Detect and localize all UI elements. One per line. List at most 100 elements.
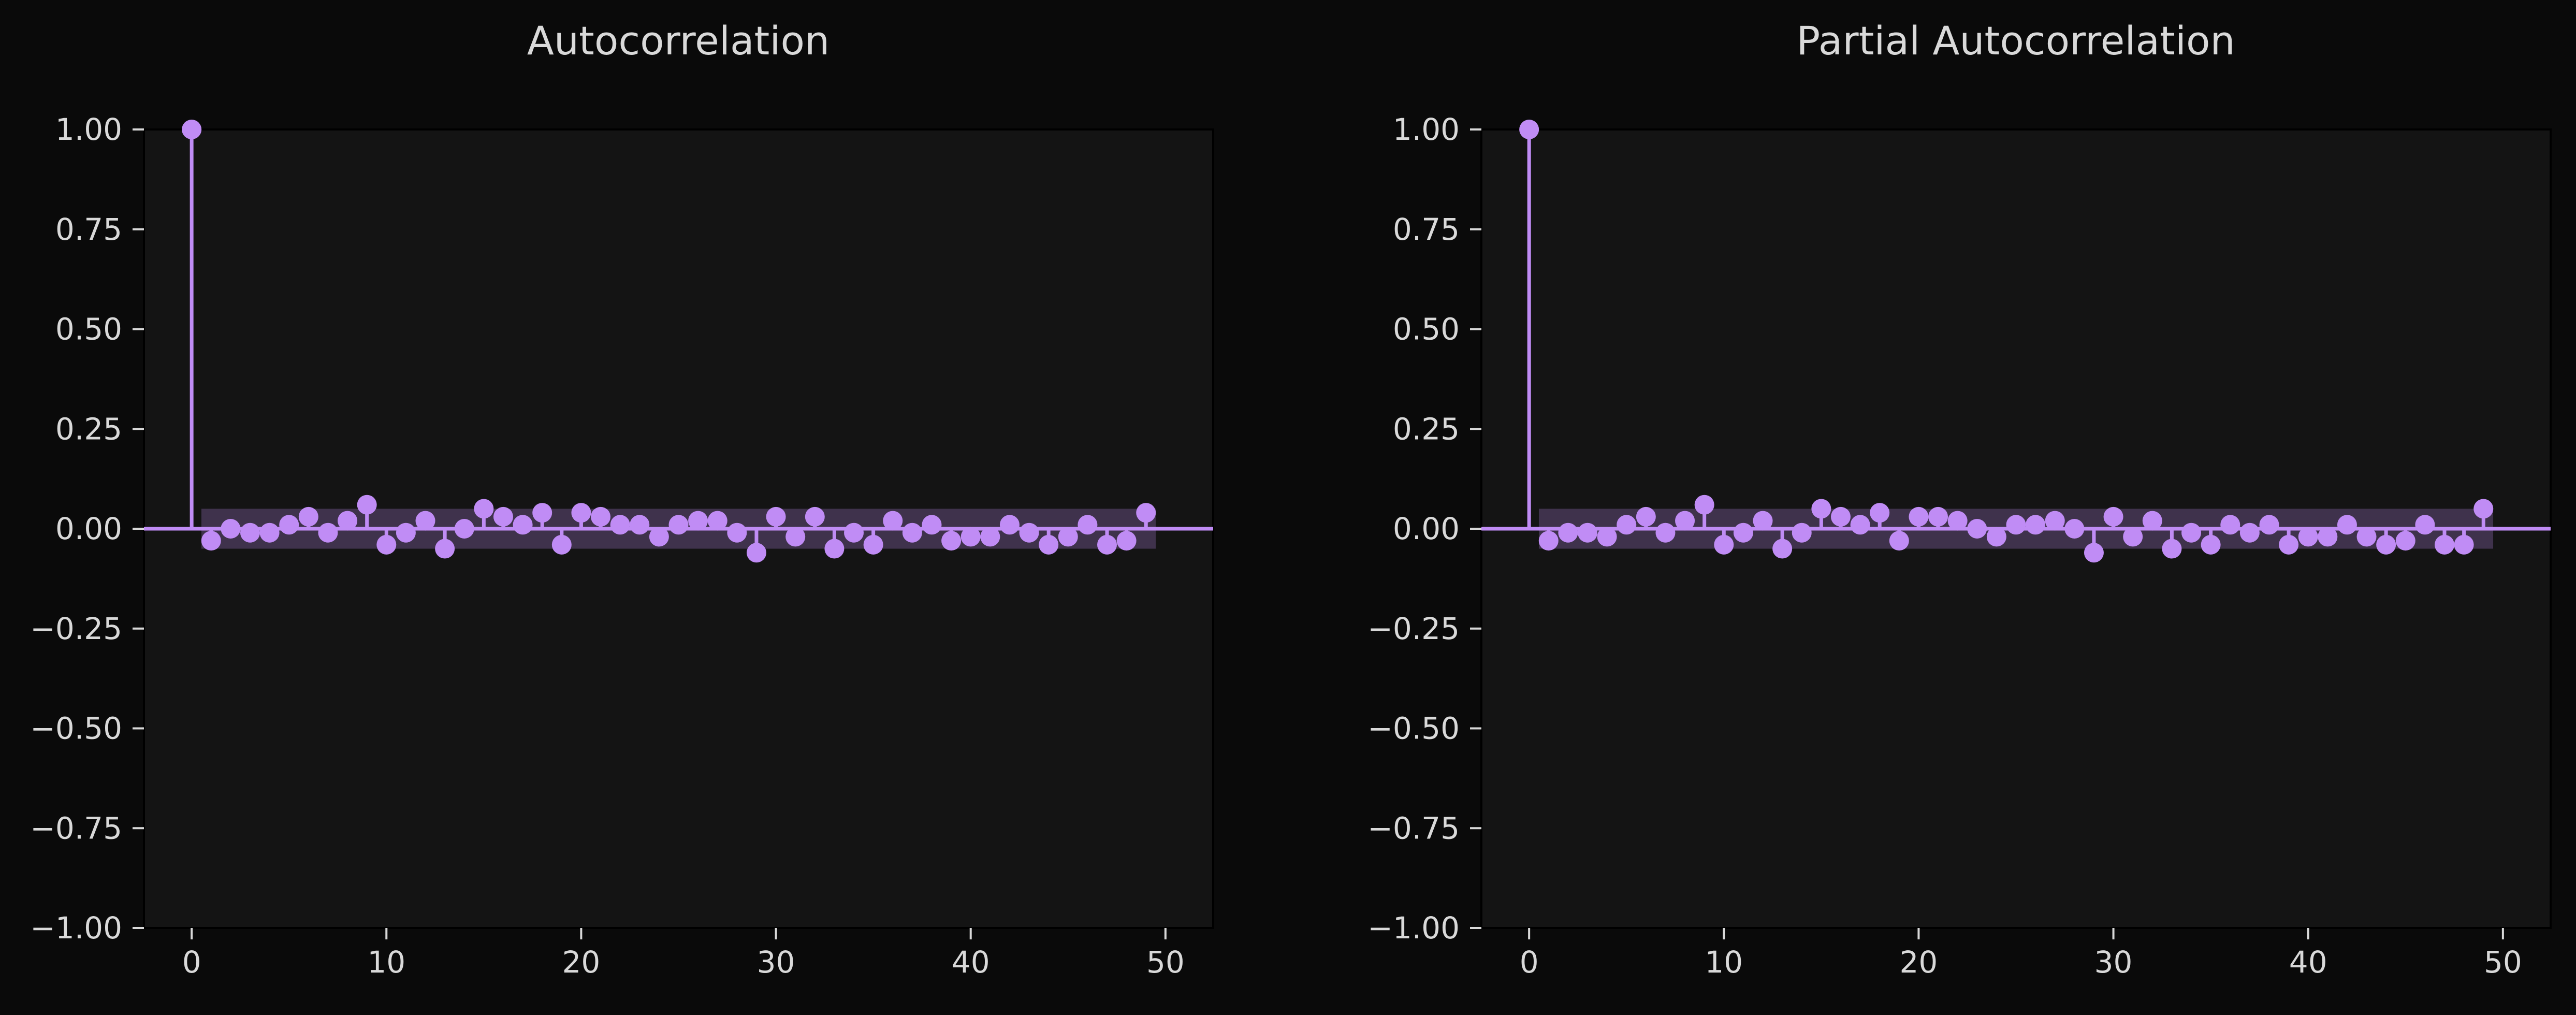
acf-ytick-label: −0.50 bbox=[30, 711, 122, 746]
acf-marker-lag-9 bbox=[357, 495, 377, 515]
pacf-marker-lag-26 bbox=[2026, 515, 2046, 535]
pacf-marker-lag-21 bbox=[1928, 506, 1948, 527]
acf-marker-lag-24 bbox=[649, 527, 669, 547]
pacf-ytick-label: 0.25 bbox=[1393, 411, 1460, 446]
acf-y-axis: 1.00 0.75 0.50 0.25 0.00 −0.25 −0.50 −0.75 −1.00 bbox=[30, 112, 144, 946]
pacf-marker-lag-48 bbox=[2454, 534, 2474, 555]
acf-marker-lag-11 bbox=[396, 523, 416, 543]
pacf-ytick-label: 0.75 bbox=[1393, 212, 1460, 247]
pacf-xtick-label: 40 bbox=[2289, 945, 2327, 980]
acf-ytick-label: −0.25 bbox=[30, 611, 122, 646]
pacf-marker-lag-37 bbox=[2239, 523, 2260, 543]
acf-marker-lag-15 bbox=[474, 499, 494, 519]
pacf-marker-lag-32 bbox=[2142, 511, 2162, 531]
acf-marker-lag-37 bbox=[902, 523, 922, 543]
pacf-marker-lag-36 bbox=[2220, 515, 2240, 535]
acf-marker-lag-46 bbox=[1078, 515, 1098, 535]
pacf-marker-lag-39 bbox=[2279, 534, 2299, 555]
acf-marker-lag-33 bbox=[824, 539, 845, 559]
acf-marker-lag-3 bbox=[240, 523, 260, 543]
pacf-marker-lag-12 bbox=[1753, 511, 1773, 531]
pacf-marker-lag-20 bbox=[1909, 506, 1929, 527]
pacf-marker-lag-22 bbox=[1947, 511, 1968, 531]
pacf-marker-lag-13 bbox=[1772, 539, 1793, 559]
acf-marker-lag-32 bbox=[805, 506, 825, 527]
pacf-marker-lag-5 bbox=[1617, 515, 1637, 535]
pacf-marker-lag-1 bbox=[1538, 531, 1559, 551]
acf-marker-lag-20 bbox=[571, 503, 591, 523]
pacf-marker-lag-25 bbox=[2006, 515, 2026, 535]
acf-marker-lag-34 bbox=[844, 523, 864, 543]
acf-marker-lag-13 bbox=[435, 539, 455, 559]
pacf-marker-lag-4 bbox=[1597, 527, 1617, 547]
pacf-panel: Partial Autocorrelation 1.00 0.75 0.50 0.25… bbox=[1367, 18, 2552, 980]
pacf-marker-lag-45 bbox=[2395, 531, 2415, 551]
acf-marker-lag-36 bbox=[883, 511, 903, 531]
acf-marker-lag-38 bbox=[922, 515, 942, 535]
pacf-marker-lag-0 bbox=[1519, 120, 1539, 139]
acf-marker-lag-30 bbox=[766, 506, 786, 527]
pacf-marker-lag-31 bbox=[2123, 527, 2143, 547]
acf-xtick-label: 10 bbox=[367, 945, 405, 980]
acf-marker-lag-31 bbox=[785, 527, 806, 547]
pacf-marker-lag-19 bbox=[1889, 531, 1909, 551]
acf-panel: Autocorrelation 1.00 0.75 0.50 0.25 0.00 −0.2… bbox=[30, 18, 1214, 980]
acf-ytick-label: −0.75 bbox=[30, 810, 122, 846]
acf-marker-lag-5 bbox=[279, 515, 299, 535]
acf-ytick-label: 0.00 bbox=[55, 511, 122, 546]
pacf-marker-lag-28 bbox=[2064, 519, 2085, 539]
pacf-ytick-label: −0.50 bbox=[1367, 711, 1460, 746]
pacf-title: Partial Autocorrelation bbox=[1796, 18, 2235, 64]
acf-marker-lag-47 bbox=[1097, 534, 1117, 555]
pacf-ytick-label: 0.00 bbox=[1393, 511, 1460, 546]
acf-marker-lag-19 bbox=[551, 534, 572, 555]
acf-marker-lag-16 bbox=[493, 506, 513, 527]
acf-x-axis: 0 10 20 30 40 50 bbox=[182, 928, 1185, 980]
pacf-marker-lag-14 bbox=[1792, 523, 1812, 543]
pacf-marker-lag-9 bbox=[1694, 495, 1714, 515]
pacf-marker-lag-7 bbox=[1655, 523, 1676, 543]
acf-xtick-label: 0 bbox=[182, 945, 201, 980]
pacf-marker-lag-42 bbox=[2337, 515, 2357, 535]
pacf-marker-lag-29 bbox=[2084, 543, 2104, 563]
pacf-marker-lag-38 bbox=[2259, 515, 2279, 535]
pacf-marker-lag-8 bbox=[1675, 511, 1695, 531]
pacf-marker-lag-24 bbox=[1986, 527, 2006, 547]
acf-ytick-label: 0.25 bbox=[55, 411, 122, 446]
pacf-marker-lag-44 bbox=[2376, 534, 2396, 555]
pacf-marker-lag-46 bbox=[2415, 515, 2435, 535]
acf-marker-lag-21 bbox=[591, 506, 611, 527]
acf-marker-lag-12 bbox=[415, 511, 435, 531]
pacf-marker-lag-40 bbox=[2298, 527, 2318, 547]
pacf-markers bbox=[1519, 120, 2494, 563]
acf-marker-lag-14 bbox=[454, 519, 474, 539]
acf-ytick-label: −1.00 bbox=[30, 910, 122, 946]
pacf-xtick-label: 30 bbox=[2094, 945, 2133, 980]
acf-marker-lag-45 bbox=[1058, 527, 1078, 547]
acf-ytick-label: 0.75 bbox=[55, 212, 122, 247]
pacf-ytick-label: −1.00 bbox=[1367, 910, 1460, 946]
pacf-marker-lag-35 bbox=[2201, 534, 2221, 555]
acf-markers bbox=[182, 120, 1156, 563]
pacf-ytick-label: −0.75 bbox=[1367, 810, 1460, 846]
pacf-xtick-label: 10 bbox=[1705, 945, 1743, 980]
pacf-xtick-label: 50 bbox=[2484, 945, 2522, 980]
acf-marker-lag-26 bbox=[688, 511, 708, 531]
acf-marker-lag-40 bbox=[960, 527, 981, 547]
acf-marker-lag-10 bbox=[376, 534, 397, 555]
pacf-marker-lag-43 bbox=[2356, 527, 2377, 547]
acf-marker-lag-42 bbox=[999, 515, 1020, 535]
pacf-marker-lag-30 bbox=[2103, 506, 2123, 527]
acf-marker-lag-43 bbox=[1019, 523, 1039, 543]
pacf-marker-lag-10 bbox=[1714, 534, 1734, 555]
pacf-marker-lag-41 bbox=[2318, 527, 2338, 547]
acf-marker-lag-49 bbox=[1136, 503, 1156, 523]
pacf-y-axis: 1.00 0.75 0.50 0.25 0.00 −0.25 −0.50 −0.75 −1.00 bbox=[1367, 112, 1481, 946]
pacf-marker-lag-23 bbox=[1967, 519, 1987, 539]
pacf-xtick-label: 20 bbox=[1900, 945, 1938, 980]
acf-ytick-label: 0.50 bbox=[55, 312, 122, 347]
acf-marker-lag-6 bbox=[298, 506, 318, 527]
pacf-marker-lag-47 bbox=[2435, 534, 2455, 555]
acf-marker-lag-35 bbox=[863, 534, 883, 555]
